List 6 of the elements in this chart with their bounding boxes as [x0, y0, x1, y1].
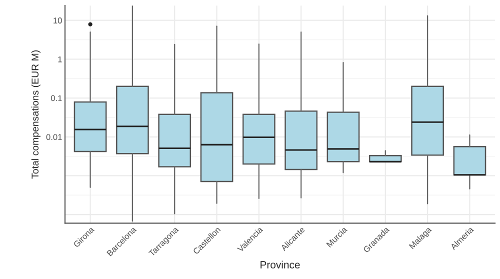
y-tick-label: 10: [54, 18, 62, 24]
y-tick-label: 0.1: [50, 95, 62, 102]
x-axis-title: Province: [260, 260, 300, 268]
y-tick-label: 1: [58, 56, 62, 62]
y-tick-label: 0.01: [46, 134, 62, 140]
y-axis-title: Total compensations (EUR M): [31, 50, 40, 179]
